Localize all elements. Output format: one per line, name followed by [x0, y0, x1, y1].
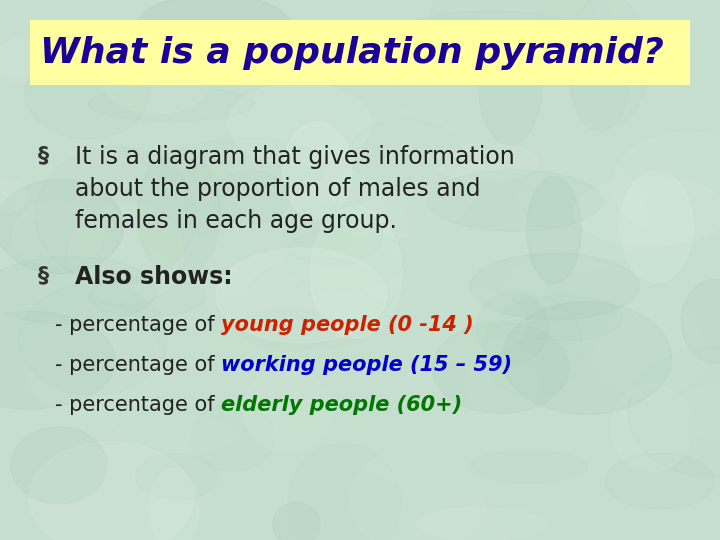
Text: elderly people (60+): elderly people (60+) — [221, 395, 462, 415]
Ellipse shape — [12, 201, 103, 267]
Ellipse shape — [63, 245, 179, 323]
Text: - percentage of: - percentage of — [55, 395, 221, 415]
Ellipse shape — [469, 253, 639, 320]
Ellipse shape — [287, 443, 401, 540]
Ellipse shape — [105, 53, 209, 114]
Text: - percentage of: - percentage of — [55, 315, 221, 335]
Ellipse shape — [243, 367, 331, 453]
Ellipse shape — [527, 177, 581, 284]
Ellipse shape — [613, 132, 720, 238]
Ellipse shape — [326, 111, 480, 237]
Text: What is a population pyramid?: What is a population pyramid? — [40, 36, 664, 70]
Ellipse shape — [11, 427, 107, 504]
Ellipse shape — [137, 0, 291, 59]
Ellipse shape — [307, 472, 414, 540]
Ellipse shape — [135, 454, 217, 500]
Ellipse shape — [352, 183, 408, 299]
Ellipse shape — [240, 309, 336, 350]
Ellipse shape — [0, 178, 27, 213]
Ellipse shape — [669, 386, 720, 439]
Ellipse shape — [0, 256, 157, 325]
Ellipse shape — [50, 256, 212, 369]
Ellipse shape — [89, 276, 206, 317]
Ellipse shape — [150, 252, 305, 297]
Ellipse shape — [29, 442, 193, 540]
Ellipse shape — [434, 144, 539, 181]
Text: §: § — [38, 145, 49, 165]
Ellipse shape — [349, 119, 462, 188]
Text: - percentage of: - percentage of — [55, 355, 221, 375]
Text: young people (0 -14 ): young people (0 -14 ) — [221, 315, 474, 335]
Ellipse shape — [501, 295, 622, 341]
Bar — [30, 20, 690, 85]
Ellipse shape — [484, 296, 582, 398]
Ellipse shape — [567, 0, 649, 127]
Ellipse shape — [350, 446, 485, 540]
Ellipse shape — [480, 1, 532, 37]
Ellipse shape — [500, 266, 549, 340]
Ellipse shape — [681, 279, 720, 363]
Ellipse shape — [476, 292, 549, 364]
Ellipse shape — [417, 508, 546, 540]
Ellipse shape — [69, 203, 184, 303]
Text: §: § — [38, 265, 49, 285]
Text: about the proportion of males and: about the proportion of males and — [75, 177, 480, 201]
Ellipse shape — [628, 347, 720, 478]
Ellipse shape — [0, 179, 124, 274]
Text: It is a diagram that gives information: It is a diagram that gives information — [75, 145, 515, 169]
Ellipse shape — [283, 122, 351, 220]
Ellipse shape — [575, 179, 720, 245]
Ellipse shape — [149, 469, 199, 540]
Ellipse shape — [212, 171, 290, 224]
Ellipse shape — [192, 404, 274, 471]
Ellipse shape — [333, 171, 390, 235]
Ellipse shape — [0, 39, 40, 83]
Ellipse shape — [608, 0, 715, 35]
Ellipse shape — [273, 503, 320, 540]
Ellipse shape — [611, 384, 693, 471]
Ellipse shape — [466, 340, 537, 431]
Ellipse shape — [216, 248, 387, 343]
Ellipse shape — [515, 158, 647, 271]
Ellipse shape — [0, 14, 95, 75]
Text: working people (15 – 59): working people (15 – 59) — [221, 355, 512, 375]
Ellipse shape — [432, 322, 570, 413]
Text: females in each age group.: females in each age group. — [75, 209, 397, 233]
Ellipse shape — [606, 454, 715, 509]
Ellipse shape — [502, 302, 672, 414]
Ellipse shape — [479, 29, 542, 145]
Ellipse shape — [431, 0, 593, 70]
Ellipse shape — [115, 415, 235, 455]
Ellipse shape — [621, 170, 693, 282]
Ellipse shape — [228, 83, 371, 165]
Ellipse shape — [310, 207, 402, 338]
Ellipse shape — [284, 227, 405, 291]
Ellipse shape — [185, 160, 238, 238]
Text: Also shows:: Also shows: — [75, 265, 233, 289]
Ellipse shape — [89, 86, 254, 121]
Ellipse shape — [408, 11, 576, 46]
Ellipse shape — [28, 305, 161, 428]
Ellipse shape — [382, 286, 526, 361]
Ellipse shape — [284, 204, 383, 266]
Ellipse shape — [0, 312, 116, 409]
Ellipse shape — [427, 170, 603, 231]
Ellipse shape — [138, 149, 220, 278]
Ellipse shape — [164, 138, 326, 198]
Ellipse shape — [24, 49, 149, 139]
